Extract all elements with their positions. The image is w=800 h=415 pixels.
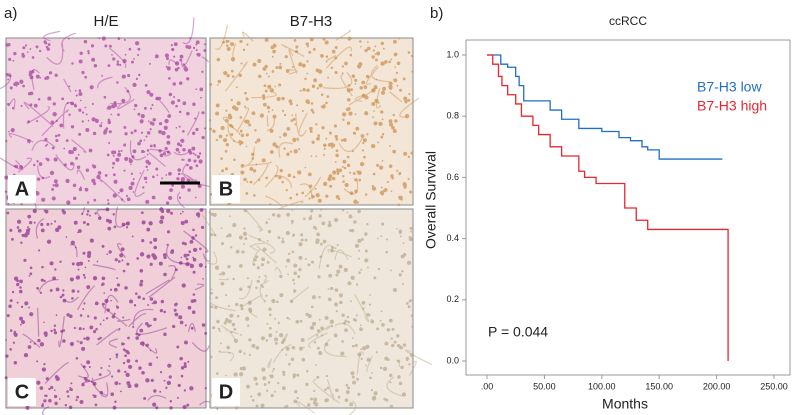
micrograph [5,37,207,206]
tissue-texture [22,206,220,415]
panel-label: b) [430,5,443,22]
tissue-texture [201,207,433,415]
tissue-texture [208,36,414,207]
plot-frame [465,39,791,376]
panel-label: a) [4,5,17,22]
y-tick-label: 1.0 [446,49,459,59]
annotation: P = 0.044 [488,324,548,340]
image-label-box [8,378,36,406]
image-label-box [212,378,240,406]
y-tick-label: 0.2 [446,294,459,304]
y-axis-label: Overall Survival [423,151,439,249]
x-tick-label: 100.00 [588,381,616,391]
survival-curve [487,54,729,361]
micrograph [209,208,414,409]
legend-entry: B7-H3 high [697,98,767,114]
column-title: H/E [93,13,118,30]
tissue-texture [4,36,207,206]
micrograph [5,208,207,409]
image-label: A [15,178,29,200]
x-tick-label: 200.00 [703,381,731,391]
x-tick-label: 50.00 [533,381,556,391]
image-label: D [219,381,233,403]
x-axis-label: Months [602,396,648,412]
tissue-texture [213,24,420,219]
image-label-box [212,175,240,203]
legend-entry: B7-H3 low [697,79,762,95]
y-tick-label: 0.6 [446,172,459,182]
column-title: B7-H3 [290,13,333,30]
image-label: B [219,178,233,200]
x-tick-label: 150.00 [645,381,673,391]
tissue-texture [4,207,208,410]
survival-curve [487,54,723,160]
image-label-box [8,175,36,203]
micrograph [209,37,414,206]
y-tick-label: 0.8 [446,111,459,121]
tissue-texture [208,208,415,410]
x-tick-label: .00 [481,381,494,391]
chart-title: ccRCC [609,14,647,28]
image-label: C [15,381,29,403]
x-tick-label: 250.00 [760,381,788,391]
y-tick-label: 0.0 [446,355,459,365]
y-tick-label: 0.4 [446,233,459,243]
